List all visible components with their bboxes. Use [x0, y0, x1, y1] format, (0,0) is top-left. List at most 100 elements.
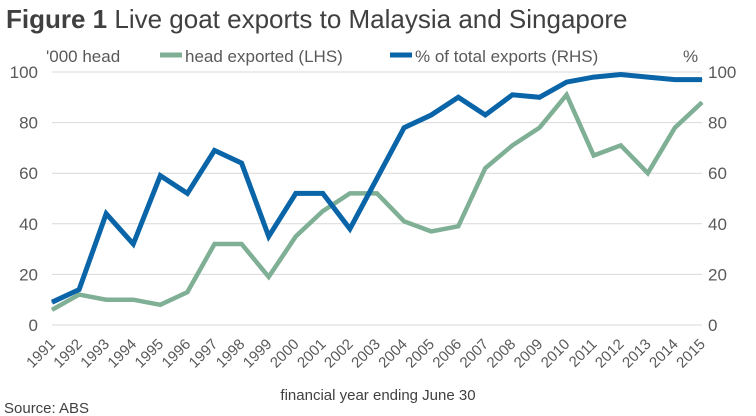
x-tick-label: 1997 [186, 336, 222, 372]
point-head-exported-1994 [132, 299, 134, 301]
point-percent-total-1998 [241, 162, 243, 164]
point-head-exported-2010 [566, 94, 568, 96]
point-percent-total-2001 [322, 192, 324, 194]
right-axis-unit: % [683, 47, 698, 66]
x-tick-label: 2014 [646, 336, 682, 372]
x-tick-label: 2005 [402, 336, 438, 372]
point-percent-total-1995 [159, 175, 161, 177]
x-tick-label: 2008 [484, 336, 520, 372]
left-tick-label: 60 [19, 164, 38, 183]
point-head-exported-2015 [701, 101, 703, 103]
point-percent-total-1993 [105, 213, 107, 215]
right-tick-label: 0 [708, 316, 717, 335]
legend-label-head-exported: head exported (LHS) [185, 47, 343, 66]
point-percent-total-2014 [674, 79, 676, 81]
left-axis-ticks: 0 20 40 60 80 100 [10, 63, 38, 335]
point-head-exported-2003 [376, 192, 378, 194]
point-percent-total-2009 [539, 96, 540, 98]
x-tick-label: 2013 [619, 336, 655, 372]
x-tick-label: 2000 [267, 336, 303, 372]
source-note: Source: ABS [4, 400, 89, 416]
point-percent-total-2010 [566, 81, 568, 83]
x-tick-label: 2011 [566, 336, 601, 371]
right-axis-ticks: 0 20 40 60 80 100 [708, 63, 736, 335]
point-head-exported-2014 [674, 127, 676, 129]
point-head-exported-2006 [457, 225, 459, 227]
point-percent-total-2003 [376, 177, 378, 179]
gridlines [52, 71, 702, 326]
point-percent-total-2013 [647, 76, 649, 78]
point-head-exported-2001 [322, 210, 324, 212]
point-head-exported-2000 [295, 235, 297, 237]
point-head-exported-2012 [620, 144, 622, 146]
point-head-exported-2011 [593, 154, 595, 156]
right-tick-label: 100 [708, 63, 736, 82]
right-tick-label: 40 [708, 215, 727, 234]
x-tick-label: 2006 [429, 336, 465, 372]
point-percent-total-1996 [186, 192, 188, 194]
point-head-exported-2007 [484, 167, 486, 169]
x-tick-label: 2009 [511, 336, 547, 372]
x-tick-label: 2007 [457, 336, 493, 372]
x-tick-label: 1999 [240, 336, 276, 372]
point-head-exported-1996 [186, 291, 188, 293]
x-tick-label: 2004 [375, 336, 411, 372]
right-tick-label: 20 [708, 265, 727, 284]
legend-label-percent-total: % of total exports (RHS) [415, 47, 598, 66]
point-head-exported-2013 [647, 172, 649, 174]
legend: head exported (LHS) % of total exports (… [160, 47, 598, 66]
chart-title: Figure 1 Live goat exports to Malaysia a… [6, 4, 627, 35]
left-tick-label: 40 [19, 215, 38, 234]
point-head-exported-2002 [349, 192, 351, 194]
point-percent-total-2011 [593, 76, 595, 78]
series-layer [50, 71, 704, 312]
x-tick-label: 2015 [673, 336, 709, 372]
point-percent-total-2015 [701, 79, 703, 81]
x-tick-label: 2010 [538, 336, 574, 372]
left-axis-unit: '000 head [46, 47, 120, 66]
point-percent-total-2012 [620, 74, 622, 76]
x-tick-label: 2003 [348, 336, 384, 372]
point-percent-total-2008 [511, 94, 513, 96]
point-percent-total-2006 [457, 96, 459, 98]
point-percent-total-1994 [132, 243, 134, 245]
x-tick-label: 1998 [213, 336, 249, 372]
figure-title-text: Live goat exports to Malaysia and Singap… [114, 4, 628, 34]
point-head-exported-2004 [403, 220, 405, 222]
point-percent-total-1999 [268, 235, 270, 237]
point-head-exported-1995 [159, 304, 161, 306]
x-tick-label: 1994 [104, 336, 140, 372]
left-tick-label: 20 [19, 265, 38, 284]
x-axis-ticks: 1991199219931994199519961997199819992000… [23, 336, 709, 372]
point-percent-total-2004 [403, 127, 405, 129]
x-tick-label: 1996 [159, 336, 195, 372]
point-head-exported-2009 [539, 127, 540, 129]
figure-number: Figure 1 [6, 4, 108, 34]
point-head-exported-1991 [51, 309, 53, 311]
x-tick-label: 1991 [23, 336, 59, 372]
point-percent-total-1991 [51, 301, 53, 303]
point-head-exported-2008 [511, 144, 513, 146]
point-head-exported-1998 [241, 243, 243, 245]
series-line-percent-total [50, 71, 702, 305]
left-tick-label: 0 [29, 316, 38, 335]
x-axis-label: financial year ending June 30 [280, 387, 475, 404]
point-percent-total-2000 [295, 192, 297, 194]
right-tick-label: 60 [708, 164, 727, 183]
x-tick-label: 1992 [50, 336, 86, 372]
point-head-exported-1997 [214, 243, 215, 245]
left-tick-label: 80 [19, 114, 38, 133]
left-tick-label: 100 [10, 63, 38, 82]
point-percent-total-1992 [78, 289, 80, 291]
point-head-exported-1993 [105, 299, 107, 301]
right-tick-label: 80 [708, 114, 727, 133]
point-percent-total-1997 [214, 149, 215, 151]
x-tick-label: 2002 [321, 336, 357, 372]
point-head-exported-2005 [430, 230, 432, 232]
point-percent-total-2007 [484, 114, 486, 116]
x-tick-label: 1995 [132, 336, 168, 372]
point-head-exported-1999 [268, 276, 270, 278]
point-percent-total-2002 [349, 228, 351, 230]
x-tick-label: 1993 [77, 336, 113, 372]
